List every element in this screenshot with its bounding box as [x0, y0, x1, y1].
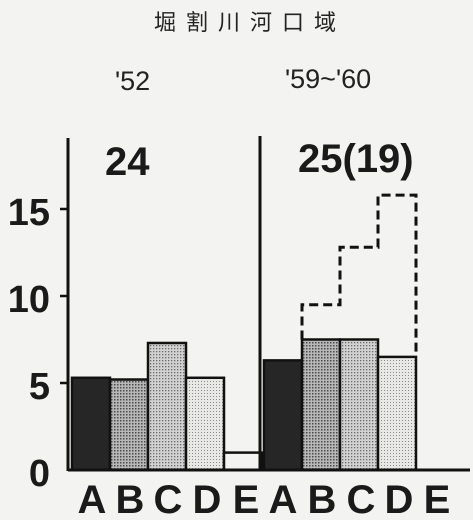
axes-group: [60, 136, 470, 472]
y-tick-5: 5: [29, 366, 50, 408]
bar-a-2: [262, 359, 304, 472]
y-tick-15: 15: [8, 192, 50, 234]
sample-count-2: 25(19): [298, 137, 414, 181]
y-tick-0: 0: [29, 453, 50, 495]
period-label-1: '52: [115, 66, 150, 96]
bar-a-1: [70, 376, 112, 472]
bar-e-1: [222, 451, 264, 472]
period-label-2: '59~'60: [285, 64, 371, 94]
x-tick-c-2: C: [347, 478, 376, 520]
bar-c-2: [338, 338, 380, 472]
dashed-outline-2: [300, 193, 418, 357]
x-tick-e-1: E: [233, 478, 260, 520]
x-tick-a-1: A: [78, 478, 107, 520]
chart-title: 堀割川河口域: [154, 11, 346, 36]
x-tick-d-2: D: [385, 478, 414, 520]
bars-group: [70, 193, 418, 472]
bar-b-1: [108, 378, 150, 472]
x-tick-d-1: D: [193, 478, 222, 520]
bar-d-2: [376, 355, 418, 472]
bar-c-1: [146, 341, 188, 472]
x-tick-e-2: E: [424, 478, 451, 520]
x-tick-c-1: C: [154, 478, 183, 520]
x-tick-b-1: B: [116, 478, 145, 520]
bar-b-2: [300, 338, 342, 472]
sample-count-1: 24: [105, 140, 150, 184]
x-tick-b-2: B: [308, 478, 337, 520]
y-tick-10: 10: [8, 279, 50, 321]
bar-d-1: [184, 376, 226, 472]
x-tick-a-2: A: [269, 478, 298, 520]
